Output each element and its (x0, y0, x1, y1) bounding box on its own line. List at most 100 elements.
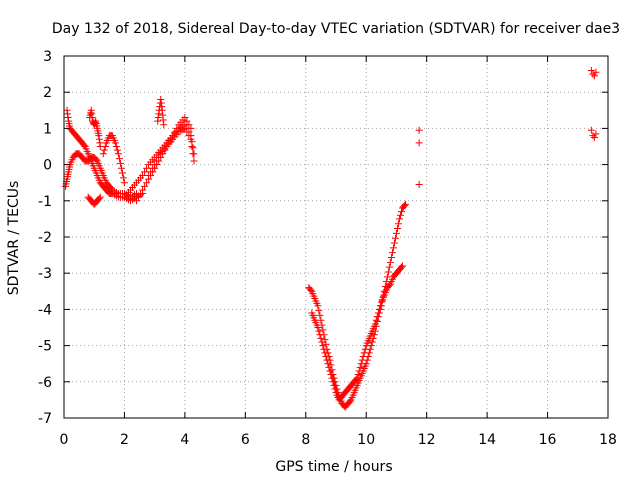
data-point (396, 211, 404, 219)
data-point (386, 258, 394, 266)
data-point (99, 150, 107, 158)
data-point (397, 263, 405, 271)
data-point (91, 118, 99, 126)
data-point (392, 229, 400, 237)
data-point (415, 139, 423, 147)
data-point (357, 360, 365, 368)
data-point (165, 139, 173, 147)
data-point (159, 116, 167, 124)
data-point (402, 200, 410, 208)
data-point (114, 150, 122, 158)
data-point (397, 208, 405, 216)
y-tick-label: -4 (38, 302, 52, 318)
x-tick-label: 18 (599, 432, 617, 448)
data-point (314, 324, 322, 331)
data-point (319, 326, 327, 334)
data-point (88, 110, 96, 118)
data-point (143, 179, 151, 187)
x-tick-label: 2 (120, 432, 129, 448)
data-point (158, 106, 166, 114)
data-point (383, 273, 391, 281)
data-point (88, 114, 96, 122)
data-point (590, 72, 598, 80)
data-point (155, 110, 163, 118)
data-point (401, 202, 409, 210)
x-tick-label: 4 (180, 432, 189, 448)
data-point (317, 334, 325, 342)
data-point (167, 135, 175, 143)
data-point (111, 139, 119, 147)
x-tick-label: 10 (357, 432, 375, 448)
data-point (391, 234, 399, 242)
data-point (385, 281, 393, 289)
data-point (395, 215, 403, 223)
x-tick-label: 16 (539, 432, 557, 448)
data-point (589, 132, 597, 140)
data-point (141, 182, 149, 190)
data-point (324, 360, 332, 368)
data-point (80, 141, 88, 149)
data-point (323, 356, 331, 364)
data-point (326, 367, 334, 375)
data-point (100, 146, 108, 154)
data-point (587, 66, 595, 74)
data-point (387, 254, 395, 262)
data-point (320, 345, 328, 353)
data-point (151, 161, 159, 169)
data-point (154, 117, 162, 125)
data-point (189, 144, 197, 152)
data-point (187, 124, 195, 132)
data-point (115, 155, 123, 163)
data-point (355, 367, 363, 375)
data-point (327, 371, 335, 379)
data-point (118, 169, 126, 177)
data-point (592, 68, 600, 76)
data-point (321, 349, 329, 357)
data-point (153, 157, 161, 165)
data-point (112, 143, 120, 150)
data-point (183, 117, 191, 125)
data-point (319, 342, 327, 350)
data-point (315, 327, 323, 335)
data-point (307, 286, 315, 294)
data-point (171, 128, 179, 136)
y-tick-label: -6 (38, 375, 52, 391)
data-point (157, 95, 165, 103)
y-tick-label: -1 (38, 194, 52, 210)
x-tick-label: 14 (478, 432, 496, 448)
data-points (62, 66, 600, 411)
data-point (361, 345, 369, 353)
x-tick-label: 6 (241, 432, 250, 448)
data-point (394, 220, 402, 228)
data-point (587, 126, 595, 134)
data-point (117, 164, 125, 172)
data-point (376, 302, 384, 310)
data-point (169, 132, 177, 140)
y-tick-label: 1 (43, 121, 52, 137)
y-tick-label: -7 (38, 411, 52, 427)
data-point (149, 164, 157, 172)
data-point (370, 331, 378, 339)
data-point (147, 168, 155, 176)
data-point (322, 352, 330, 360)
data-point (119, 174, 127, 182)
data-point (316, 311, 324, 319)
data-point (374, 309, 382, 317)
data-point (135, 193, 143, 201)
data-point (329, 378, 337, 386)
data-point (360, 349, 368, 357)
data-point (155, 153, 163, 161)
data-point (189, 150, 197, 158)
data-point (133, 197, 141, 205)
data-point (64, 114, 72, 122)
data-point (159, 111, 167, 119)
data-point (101, 143, 109, 150)
x-axis-label: GPS time / hours (275, 459, 392, 475)
data-point (160, 121, 168, 129)
data-point (393, 225, 401, 233)
y-tick-label: 0 (43, 158, 52, 174)
data-point (163, 143, 171, 150)
